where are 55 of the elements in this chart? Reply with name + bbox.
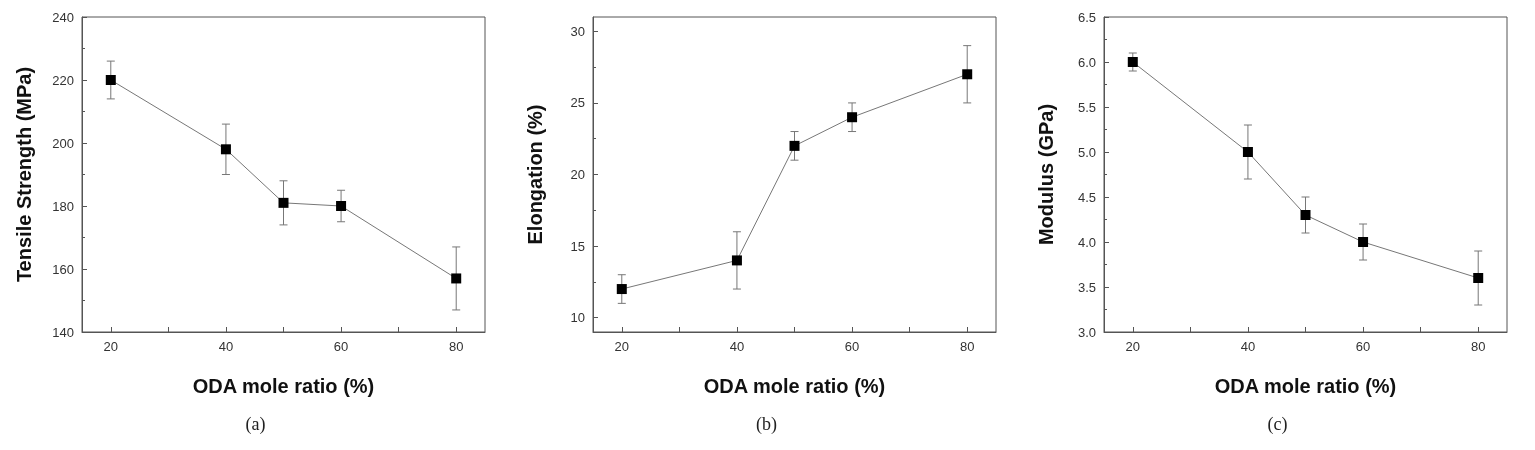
point — [451, 273, 462, 284]
y-tick-label: 15 — [570, 238, 585, 254]
y-tick-label: 3.5 — [1077, 279, 1096, 295]
x-tick-label: 40 — [218, 339, 234, 354]
y-tick-label: 140 — [52, 324, 74, 340]
y-tick-label: 6.5 — [1077, 9, 1096, 25]
y-tick-label: 4.5 — [1077, 189, 1096, 205]
x-tick-label: 20 — [103, 339, 119, 354]
point — [1473, 273, 1484, 283]
text: (a) — [245, 414, 266, 435]
point — [1358, 237, 1369, 247]
text: (b) — [756, 414, 778, 435]
point — [962, 69, 973, 80]
y-tick-label: 6.0 — [1077, 54, 1096, 70]
y-tick-label: 10 — [570, 310, 585, 326]
y-tick-label: 4.0 — [1077, 234, 1096, 250]
x-tick-label: 20 — [1125, 339, 1141, 354]
point — [1242, 147, 1253, 157]
x-axis-title: ODA mole ratio (%) — [703, 375, 886, 397]
y-tick-label: 220 — [52, 72, 74, 88]
x-tick-label: 80 — [959, 339, 975, 354]
point — [220, 144, 231, 155]
point — [847, 112, 858, 123]
point — [789, 140, 800, 151]
x-tick-label: 60 — [844, 339, 860, 354]
x-tick-label: 80 — [448, 339, 464, 354]
x-axis-title: ODA mole ratio (%) — [192, 375, 375, 397]
y-tick-label: 5.5 — [1077, 99, 1096, 115]
x-tick-label: 80 — [1470, 339, 1486, 354]
y-tick-label: 3.0 — [1077, 324, 1096, 340]
y-axis-title: Elongation (%) — [524, 104, 546, 245]
point — [1127, 57, 1138, 67]
point — [1300, 210, 1311, 220]
y-tick-label: 240 — [52, 9, 74, 25]
y-tick-label: 30 — [570, 23, 585, 39]
x-tick-label: 40 — [1240, 339, 1256, 354]
y-tick-label: 200 — [52, 135, 74, 151]
y-axis-title: Modulus (GPa) — [1035, 103, 1057, 246]
x-tick-label: 60 — [333, 339, 349, 354]
y-tick-label: 180 — [52, 198, 74, 214]
y-tick-label: 25 — [570, 95, 585, 111]
x-tick-label: 40 — [729, 339, 745, 354]
point — [105, 75, 116, 85]
point — [731, 255, 742, 266]
point — [278, 197, 289, 208]
point — [616, 284, 627, 295]
point — [336, 201, 347, 211]
y-tick-label: 20 — [570, 167, 585, 182]
x-tick-label: 20 — [614, 339, 630, 354]
text: (c) — [1267, 414, 1288, 435]
x-tick-label: 60 — [1355, 339, 1371, 354]
y-tick-label: 5.0 — [1077, 144, 1096, 160]
x-axis-title: ODA mole ratio (%) — [1214, 375, 1397, 397]
y-axis-title: Tensile Strength (MPa) — [13, 66, 35, 283]
y-tick-label: 160 — [52, 261, 74, 277]
